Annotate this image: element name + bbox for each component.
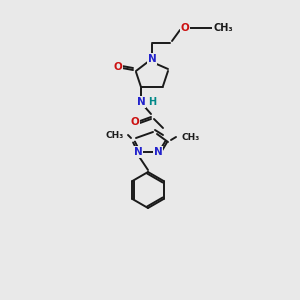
Text: N: N [154, 147, 162, 157]
Text: H: H [148, 97, 156, 107]
Text: O: O [114, 62, 122, 72]
Text: CH₃: CH₃ [106, 130, 124, 140]
Text: O: O [130, 117, 140, 127]
Text: CH₃: CH₃ [182, 133, 200, 142]
Text: N: N [136, 97, 146, 107]
Text: O: O [181, 23, 189, 33]
Text: N: N [148, 54, 156, 64]
Text: CH₃: CH₃ [213, 23, 233, 33]
Text: N: N [134, 147, 142, 157]
